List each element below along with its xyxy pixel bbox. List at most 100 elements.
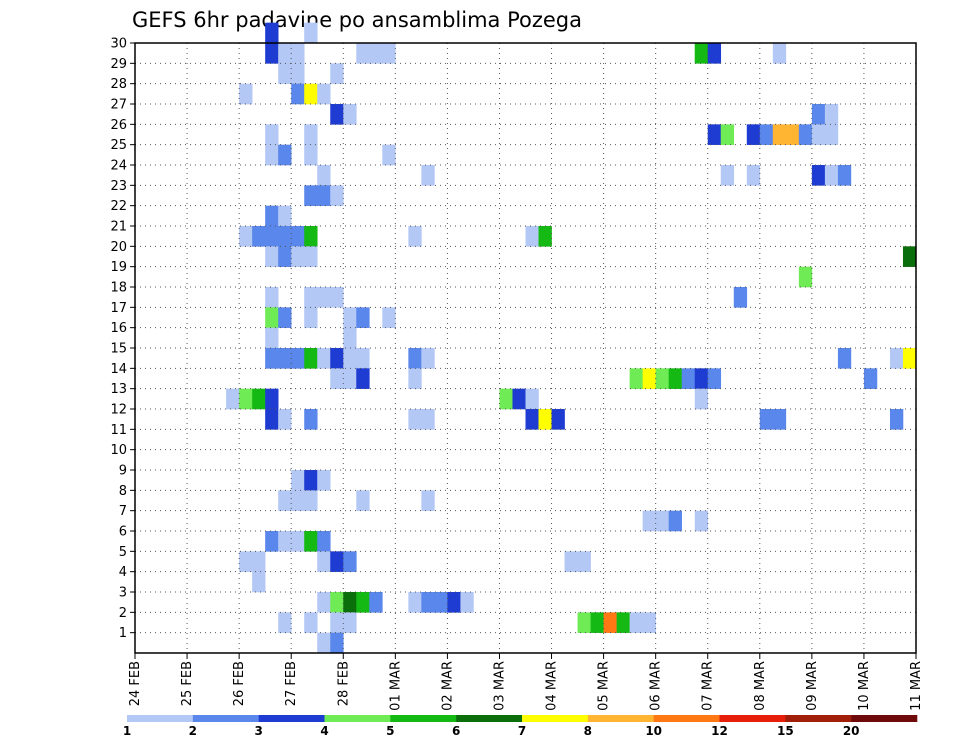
heatmap-cell — [590, 612, 604, 633]
heatmap-cell — [265, 287, 279, 308]
colorbar-label: 4 — [320, 724, 328, 738]
heatmap-cell — [668, 368, 682, 389]
heatmap-cell — [304, 185, 318, 206]
heatmap-cell — [902, 246, 917, 267]
heatmap-cell — [655, 368, 669, 389]
colorbar-swatch — [456, 715, 523, 722]
heatmap-cell — [304, 490, 318, 511]
grid-lines — [135, 43, 916, 653]
y-tick-label: 6 — [119, 525, 127, 540]
y-tick-label: 20 — [110, 240, 127, 255]
y-tick-label: 11 — [110, 423, 127, 438]
heatmap-cell — [239, 551, 253, 572]
heatmap-cell — [811, 124, 826, 145]
colorbar-swatch — [127, 715, 194, 722]
heatmap-cell — [252, 388, 266, 410]
heatmap-cell — [603, 612, 617, 633]
heatmap-cell — [421, 409, 435, 430]
colorbar-swatch — [324, 715, 391, 722]
x-tick-label: 08 MAR — [753, 661, 768, 711]
heatmap-cell — [278, 409, 292, 430]
heatmap-cell — [330, 104, 344, 125]
heatmap-cell — [733, 287, 748, 308]
x-tick-label: 26 FEB — [232, 661, 247, 706]
heatmap-cell — [304, 144, 318, 166]
y-tick-label: 16 — [110, 321, 127, 336]
colorbar-swatch — [719, 715, 786, 722]
heatmap-cell — [330, 612, 344, 633]
heatmap-cell — [317, 632, 331, 654]
heatmap-cell — [837, 165, 852, 186]
heatmap-cell — [317, 287, 331, 308]
heatmap-cell — [642, 612, 656, 633]
y-tick-label: 22 — [110, 199, 127, 214]
colorbar-swatch — [653, 715, 720, 722]
heatmap-cell — [304, 246, 318, 267]
heatmap-cell — [304, 470, 318, 491]
heatmap-cell — [551, 409, 565, 430]
y-tick-label: 15 — [110, 342, 127, 357]
heatmap-cell — [265, 226, 279, 247]
y-tick-label: 4 — [119, 565, 127, 580]
heatmap-cell — [759, 124, 774, 145]
y-tick-label: 10 — [110, 443, 127, 458]
y-tick-label: 29 — [110, 57, 127, 72]
x-tick-label: 28 FEB — [336, 661, 351, 706]
heatmap-cell — [278, 490, 292, 511]
heatmap-cell — [304, 83, 318, 105]
y-tick-label: 30 — [110, 37, 127, 52]
heatmap-cell — [577, 612, 591, 633]
heatmap-cell — [330, 551, 344, 572]
heatmap-cell — [356, 368, 370, 389]
heatmap-cell — [278, 63, 292, 84]
heatmap-cell — [824, 124, 839, 145]
heatmap-cell — [330, 185, 344, 206]
heatmap-cell — [707, 43, 722, 64]
heatmap-cell — [343, 307, 357, 328]
y-tick-label: 18 — [110, 281, 127, 296]
y-axis: 1234567891011121314151617181920212223242… — [110, 37, 135, 641]
heatmap-cell — [356, 43, 370, 64]
colorbar-swatch — [258, 715, 325, 722]
heatmap-cell — [265, 307, 279, 328]
heatmap-cell — [343, 612, 357, 633]
x-axis: 24 FEB 25 FEB 26 FEB 27 FEB 28 FEB 01 MAR 02 M… — [128, 653, 924, 711]
heatmap-cell — [746, 124, 761, 145]
heatmap-cell — [343, 368, 357, 389]
x-tick-label: 09 MAR — [805, 661, 820, 711]
heatmap-cell — [291, 246, 305, 267]
heatmap-cell — [577, 551, 591, 572]
heatmap-cell — [759, 409, 774, 430]
heatmap-cell — [278, 144, 292, 166]
colorbar-label: 15 — [777, 724, 794, 738]
x-tick-label: 03 MAR — [492, 661, 507, 711]
heatmap-cell — [343, 327, 357, 349]
heatmap-cell — [525, 409, 539, 430]
heatmap-cell — [434, 592, 448, 613]
heatmap-cell — [304, 612, 318, 633]
heatmap-cell — [811, 165, 826, 186]
heatmap-cell — [681, 368, 696, 389]
heatmap-cell — [278, 226, 292, 247]
colorbar-swatch — [192, 715, 259, 722]
heatmap-cell — [317, 470, 331, 491]
x-tick-label: 02 MAR — [440, 661, 455, 711]
colorbar-label: 3 — [254, 724, 262, 738]
colorbar-swatch — [785, 715, 852, 722]
heatmap-cell — [265, 124, 279, 145]
heatmap-cell — [239, 226, 253, 247]
colorbar-swatch — [522, 715, 589, 722]
heatmap-cell — [291, 63, 305, 84]
heatmap-cell — [629, 368, 643, 389]
heatmap-cell — [291, 531, 305, 552]
y-tick-label: 19 — [110, 260, 127, 275]
heatmap-cell — [707, 124, 722, 145]
y-tick-label: 2 — [119, 606, 127, 621]
heatmap-cell — [720, 165, 735, 186]
y-tick-label: 24 — [110, 159, 127, 174]
heatmap-cell — [330, 368, 344, 389]
heatmap-cell — [694, 388, 709, 410]
heatmap-cell — [655, 510, 669, 532]
heatmap-cell — [265, 348, 279, 369]
heatmap-cell — [382, 43, 396, 64]
